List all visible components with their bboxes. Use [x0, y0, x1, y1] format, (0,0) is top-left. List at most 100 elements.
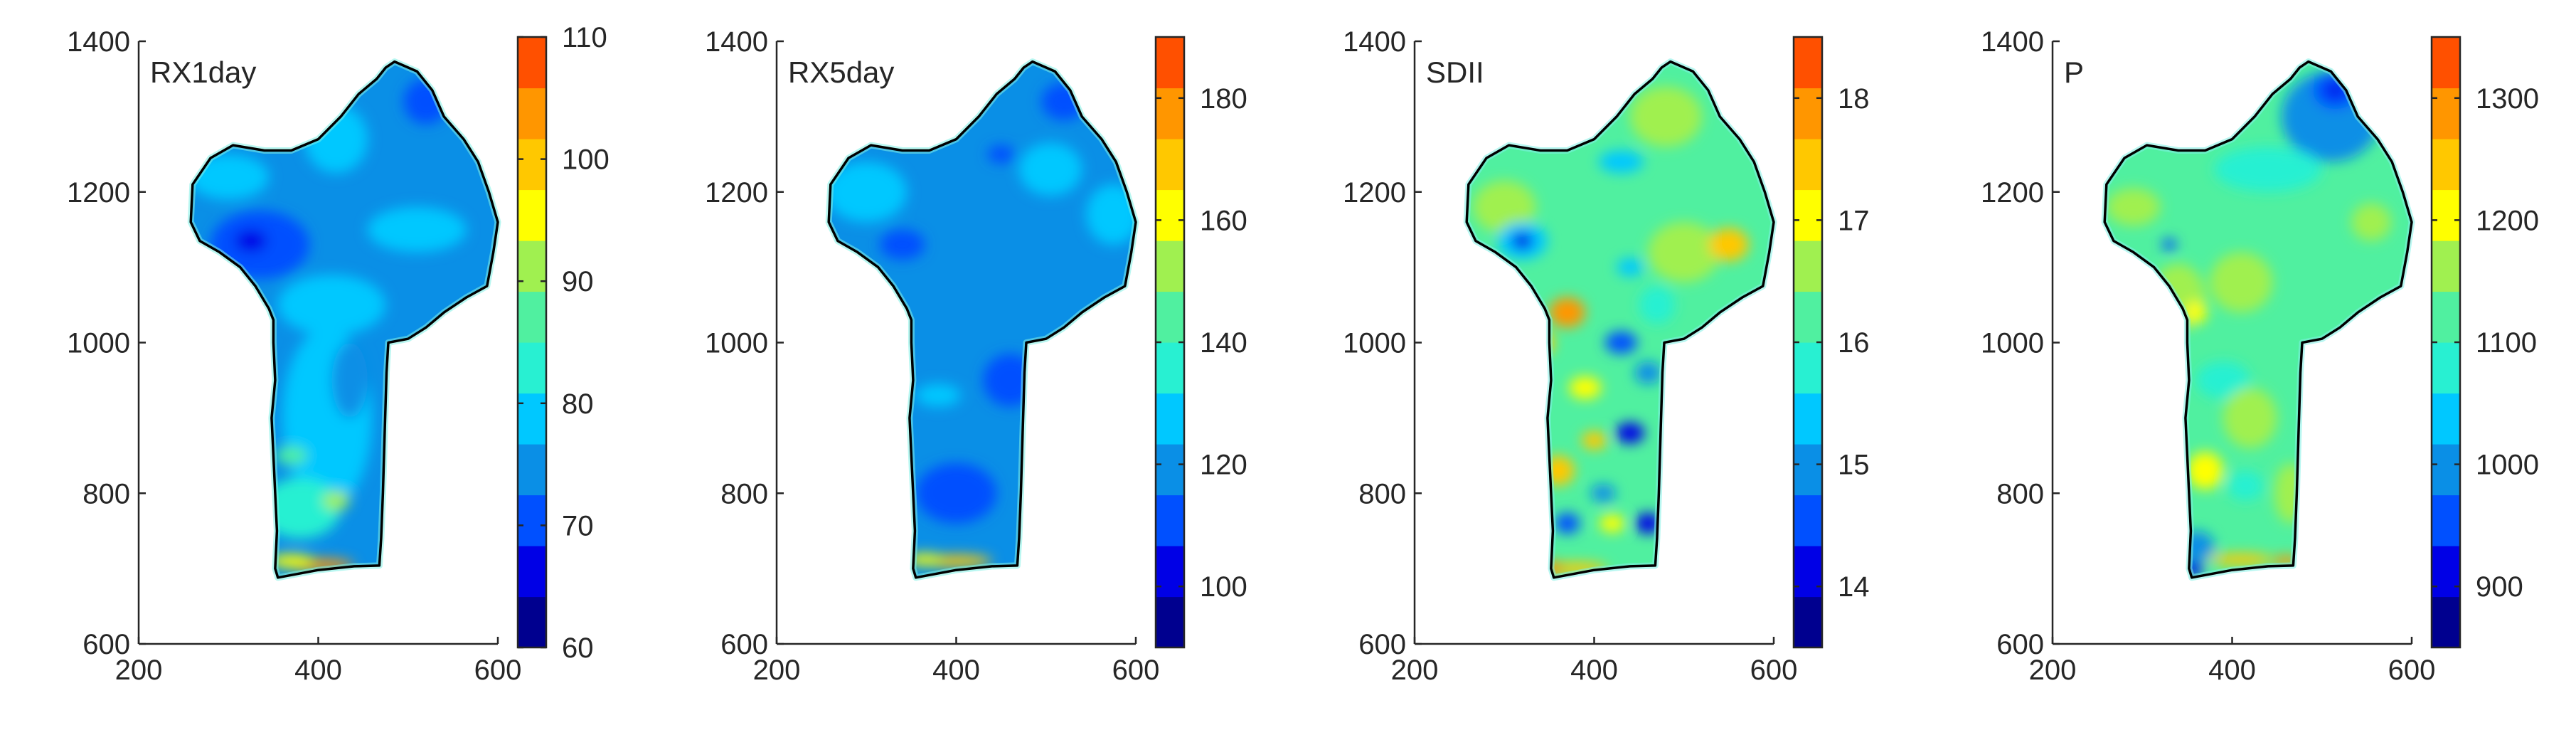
- map-base-fill: [2104, 61, 2412, 578]
- country-outline: [2103, 60, 2413, 579]
- colorbar-segment: [1156, 494, 1184, 546]
- map-base-fill: [1467, 61, 1774, 578]
- panel-title: SDII: [1426, 55, 1484, 89]
- colorbar-segment: [1794, 342, 1822, 394]
- map-contour-patch: [2185, 301, 2208, 324]
- colorbar-segment: [2432, 393, 2460, 445]
- colorbar-tick-label: 110: [562, 22, 607, 53]
- y-tick-label: 1400: [67, 26, 130, 58]
- colorbar-segment: [2432, 291, 2460, 343]
- map-contour-patch: [260, 478, 341, 539]
- colorbar-tick-label: 140: [1200, 327, 1247, 359]
- colorbar-segment: [1794, 37, 1822, 89]
- colorbar-segment: [2432, 88, 2460, 139]
- map-field: [2104, 61, 2412, 578]
- map-contour-patch: [277, 275, 386, 335]
- map-contour-patch: [983, 354, 1038, 407]
- x-tick-label: 600: [2388, 655, 2436, 686]
- panel-1: 600 800 1000 1200 1400 200 400 600 RX1day 60 70 80 9…: [67, 22, 610, 686]
- colorbar-tick-label: 90: [562, 266, 594, 297]
- map-contour-patch: [1630, 86, 1702, 147]
- map-contour-patch: [1473, 180, 1536, 233]
- colorbar-segment: [2432, 596, 2460, 648]
- colorbar-segment: [2432, 546, 2460, 598]
- map-contour-patch: [1554, 512, 1580, 534]
- colorbar-segment: [1794, 393, 1822, 445]
- map-contour-patch: [880, 229, 925, 260]
- map-contour-patch: [322, 492, 350, 510]
- panel-title: RX1day: [150, 55, 256, 89]
- y-tick-label: 800: [83, 478, 130, 509]
- x-tick-label: 400: [932, 655, 980, 686]
- colorbar-segment: [1156, 291, 1184, 343]
- x-tick-label: 200: [1391, 655, 1439, 686]
- map-contour-patch: [829, 162, 908, 223]
- map-contour-patch: [1569, 376, 1602, 399]
- panel-title: RX5day: [788, 55, 894, 89]
- colorbar-tick-label: 70: [562, 510, 594, 541]
- colorbar-tick-label: 1000: [2476, 450, 2539, 481]
- x-tick-label: 600: [474, 655, 522, 686]
- colorbar-segment: [2432, 494, 2460, 546]
- colorbar-tick-label: 1300: [2476, 83, 2539, 115]
- y-tick-label: 600: [720, 629, 768, 660]
- y-tick-label: 800: [1358, 478, 1406, 509]
- colorbar-tick-label: 180: [1200, 83, 1247, 115]
- colorbar-segment: [1794, 444, 1822, 496]
- colorbar-segment: [518, 494, 546, 546]
- x-tick-label: 200: [2029, 655, 2077, 686]
- colorbar-segment: [518, 342, 546, 394]
- map-contour-patch: [2178, 531, 2215, 561]
- map-contour-patch: [1581, 431, 1607, 450]
- colorbar-segment: [518, 37, 546, 89]
- map-contour-patch: [2223, 388, 2277, 448]
- panel-4: 600 800 1000 1200 1400 200 400 600 P 900 1000 1100 1…: [1981, 26, 2539, 686]
- colorbar-tick-label: 80: [562, 388, 594, 420]
- x-tick-label: 600: [1112, 655, 1160, 686]
- map-contour-patch: [1511, 231, 1533, 250]
- colorbar-tick-label: 15: [1838, 450, 1870, 481]
- map-contour-patch: [1648, 222, 1720, 282]
- map-field: [191, 61, 498, 578]
- map-contour-patch: [915, 383, 961, 407]
- x-tick-label: 400: [2208, 655, 2256, 686]
- y-tick-label: 600: [1358, 629, 1406, 660]
- colorbar-segment: [1156, 240, 1184, 292]
- y-tick-label: 1000: [1981, 328, 2044, 359]
- map-contour-patch: [1598, 150, 1644, 174]
- y-tick-label: 1200: [1343, 177, 1406, 208]
- colorbar-tick-label: 14: [1838, 571, 1870, 603]
- colorbar-segment: [518, 139, 546, 191]
- panel-title: P: [2064, 55, 2084, 89]
- map-field: [829, 61, 1136, 578]
- axes: 600 800 1000 1200 1400 200 400 600: [1343, 26, 1797, 686]
- map-contour-patch: [2209, 252, 2273, 313]
- colorbar-tick-label: 1200: [2476, 205, 2539, 236]
- map-contour-patch: [1604, 331, 1638, 354]
- colorbar-segment: [2432, 139, 2460, 191]
- colorbar-tick-label: 1100: [2476, 327, 2537, 359]
- country-outline: [189, 60, 499, 579]
- y-tick-label: 1200: [1981, 177, 2044, 208]
- colorbar: 100 120 140 160 180: [1154, 36, 1247, 649]
- map-contour-patch: [367, 206, 467, 253]
- map-contour-patch: [1600, 514, 1625, 533]
- colorbar-segment: [1156, 37, 1184, 89]
- colorbar: 60 70 80 90 100 110: [516, 22, 610, 664]
- y-tick-label: 1000: [1343, 328, 1406, 359]
- colorbar-segment: [2432, 37, 2460, 89]
- colorbar-segment: [2432, 444, 2460, 496]
- colorbar-segment: [1156, 393, 1184, 445]
- y-tick-label: 1400: [705, 26, 768, 58]
- colorbar-segment: [1156, 444, 1184, 496]
- axes: 600 800 1000 1200 1400 200 400 600: [1981, 26, 2435, 686]
- colorbar-segment: [518, 444, 546, 496]
- y-tick-label: 1000: [705, 328, 768, 359]
- map-contour-patch: [1709, 228, 1749, 262]
- y-tick-label: 1000: [67, 328, 130, 359]
- map-contour-patch: [1590, 484, 1616, 502]
- colorbar-segment: [1794, 88, 1822, 139]
- map-contour-patch: [915, 462, 997, 524]
- map-contour-patch: [2214, 147, 2322, 192]
